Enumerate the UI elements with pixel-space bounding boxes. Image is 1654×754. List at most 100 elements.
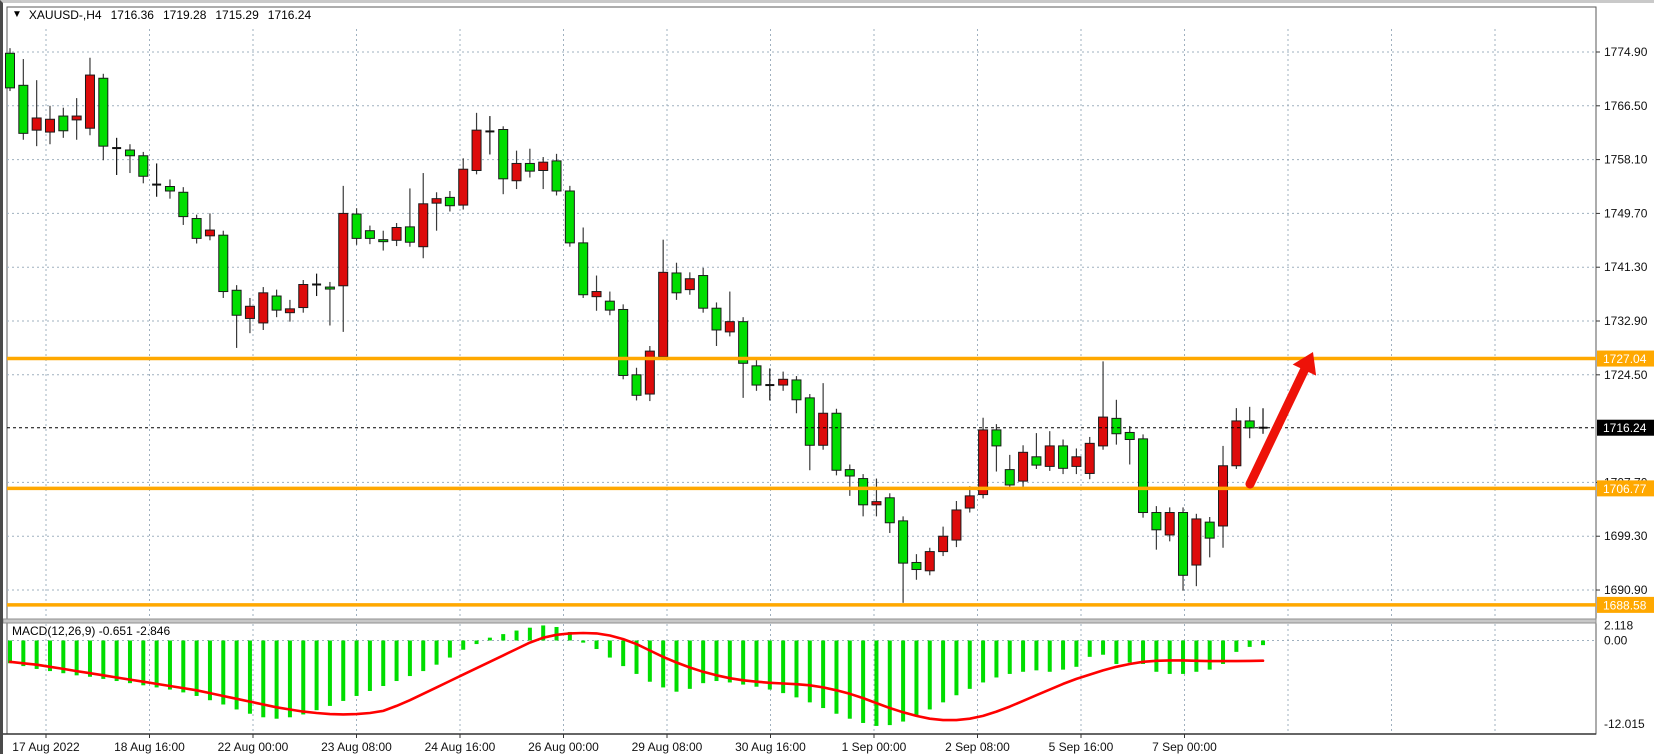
- bull-candle-body: [1044, 445, 1055, 467]
- macd-histogram-bar: [887, 640, 892, 726]
- macd-histogram-bar: [141, 640, 146, 686]
- price-axis[interactable]: [1593, 7, 1654, 734]
- macd-histogram-bar: [674, 640, 679, 692]
- macd-histogram-bar: [914, 640, 919, 716]
- macd-histogram-bar: [47, 640, 52, 672]
- macd-histogram-bar: [861, 640, 866, 723]
- bear-candle-body: [378, 239, 389, 243]
- macd-histogram-bar: [1207, 640, 1212, 670]
- chart-frame: [6, 6, 1597, 735]
- macd-histogram-bar: [1007, 640, 1012, 674]
- bear-candle-body: [578, 242, 589, 296]
- price-tick-label: 1690.90: [1604, 583, 1648, 597]
- bear-candle-body: [98, 77, 109, 147]
- bear-candle-body: [551, 160, 562, 192]
- bull-candle-body: [431, 198, 442, 204]
- macd-histogram-bar: [167, 640, 172, 690]
- bear-candle-body: [1058, 445, 1069, 469]
- macd-histogram-bar: [767, 640, 772, 690]
- macd-histogram-bar: [407, 640, 412, 677]
- macd-histogram-bar: [74, 640, 79, 676]
- bear-candle-body: [618, 308, 629, 376]
- macd-histogram-bar: [1114, 640, 1119, 664]
- bull-candle-body: [871, 501, 882, 506]
- macd-scale-label: -12.015: [1604, 717, 1645, 731]
- bull-candle-body: [724, 321, 735, 333]
- macd-histogram-bar: [247, 640, 252, 714]
- annotation-arrow-shaft[interactable]: [1245, 365, 1309, 489]
- macd-histogram-bar: [807, 640, 812, 703]
- bull-candle-body: [658, 271, 669, 358]
- bear-candle-body: [364, 230, 375, 239]
- macd-histogram-bar: [754, 640, 759, 687]
- macd-histogram-bar: [1261, 640, 1266, 646]
- macd-histogram-bar: [1181, 640, 1186, 674]
- quote-low: 1715.29: [215, 8, 259, 22]
- macd-scale-label: 0.00: [1604, 634, 1628, 648]
- bear-candle-body: [1178, 512, 1189, 576]
- macd-histogram-bar: [781, 640, 786, 694]
- macd-histogram-bar: [487, 637, 492, 641]
- macd-histogram-bar: [1141, 640, 1146, 664]
- macd-histogram-bar: [687, 640, 692, 689]
- bull-candle-body: [978, 429, 989, 496]
- macd-histogram-bar: [847, 640, 852, 719]
- bear-candle-body: [58, 115, 69, 132]
- bear-candle-body: [711, 307, 722, 331]
- bull-candle-body: [538, 161, 549, 171]
- macd-histogram-bar: [87, 640, 92, 677]
- bear-candle-body: [191, 218, 202, 239]
- time-tick-label: 17 Aug 2022: [12, 740, 80, 754]
- bull-candle-body: [951, 509, 962, 541]
- bull-candle-body: [684, 278, 695, 291]
- bear-candle-body: [1004, 469, 1015, 486]
- macd-histogram-bar: [1234, 640, 1239, 652]
- bull-candle-body: [71, 115, 82, 121]
- annotation-arrow-head[interactable]: [1292, 352, 1317, 376]
- macd-histogram-bar: [1034, 640, 1039, 671]
- bear-candle-body: [138, 155, 149, 177]
- bear-candle-body: [1031, 456, 1042, 466]
- time-axis[interactable]: [3, 734, 1596, 754]
- time-tick-label: 23 Aug 08:00: [321, 740, 392, 754]
- bear-candle-body: [898, 520, 909, 564]
- bear-candle-body: [751, 365, 762, 386]
- macd-histogram-bar: [341, 640, 346, 701]
- bull-candle-body: [938, 535, 949, 553]
- bear-candle-body: [791, 379, 802, 401]
- bull-candle-body: [418, 203, 429, 248]
- bull-candle-body: [964, 495, 975, 509]
- price-tick-label: 1774.90: [1604, 45, 1648, 59]
- price-tick-label: 1749.70: [1604, 206, 1648, 220]
- time-tick-label: 30 Aug 16:00: [735, 740, 806, 754]
- bear-candle-body: [991, 429, 1002, 447]
- price-chart-canvas[interactable]: 1774.90 1766.50 1758.10 1749.70 1741.30 1732.…: [3, 3, 1654, 754]
- macd-histogram-bar: [301, 640, 306, 715]
- quote-open: 1716.36: [110, 8, 154, 22]
- bull-candle-body: [284, 308, 295, 314]
- macd-histogram-bar: [207, 640, 212, 701]
- macd-histogram-bar: [994, 640, 999, 678]
- price-badge-label: 1688.58: [1603, 598, 1647, 612]
- panel-separator[interactable]: [3, 618, 1597, 624]
- macd-histogram-bar: [1127, 640, 1132, 663]
- price-badge: [1597, 480, 1654, 497]
- bull-candle-body: [258, 292, 269, 324]
- macd-histogram-bar: [1194, 640, 1199, 672]
- macd-histogram-bar: [34, 640, 39, 669]
- bear-candle-body: [831, 412, 842, 471]
- macd-histogram-bar: [114, 640, 119, 682]
- bear-candle-body: [1151, 512, 1162, 531]
- macd-histogram-bar: [701, 640, 706, 684]
- macd-name: MACD(12,26,9): [12, 624, 96, 638]
- bull-candle-body: [511, 162, 522, 182]
- bear-candle-body: [324, 286, 335, 290]
- bull-candle-body: [204, 229, 215, 237]
- macd-histogram-bar: [661, 640, 666, 688]
- time-tick-label: 26 Aug 00:00: [528, 740, 599, 754]
- macd-histogram-bar: [101, 640, 106, 679]
- bull-candle-body: [1231, 420, 1242, 467]
- macd-histogram-bar: [354, 640, 359, 696]
- symbol-dropdown-icon[interactable]: ▼: [12, 9, 22, 20]
